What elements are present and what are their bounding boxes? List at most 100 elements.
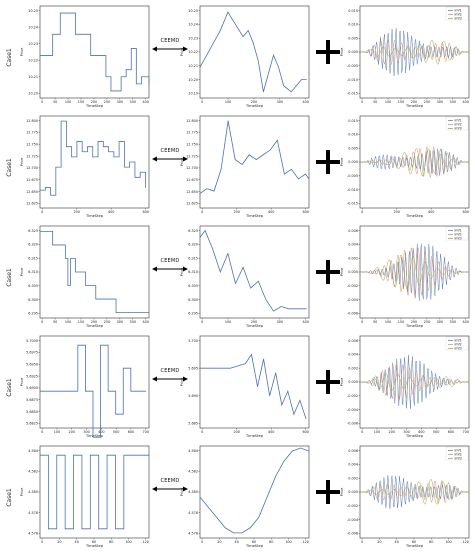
imfs-ytick-label: 0.006 (348, 229, 358, 233)
smooth-xtick-label: 0 (201, 320, 203, 324)
smooth-data-point (300, 447, 301, 449)
raw-data-point (77, 344, 79, 346)
smooth-data-point (227, 253, 229, 254)
smooth-data-point (258, 517, 259, 518)
imfs-ytick-label: 0.006 (348, 339, 358, 343)
imfs-ytick-label: -0.002 (347, 394, 358, 398)
smooth-series-line (199, 120, 310, 194)
raw-data-point (90, 454, 91, 456)
smooth-ytick-label: 4.578 (188, 511, 198, 515)
arrow-head-right (183, 156, 188, 162)
imfs-legend-label: imf2 (455, 343, 462, 347)
smooth-ylabel: Price (180, 157, 184, 167)
imfs-legend-label: imf1 (455, 449, 462, 453)
imfs-series-imf1 (360, 354, 469, 409)
raw-xlabel: TimeStep (85, 544, 104, 548)
raw-data-point (148, 454, 150, 456)
imfs-legend-label: imf3 (455, 237, 462, 241)
smooth-chart: 0 20 40 60 80 100 120 4.576 4.578 4.580 4.582 4.584… (180, 445, 310, 548)
plus-bar-vertical (326, 480, 330, 504)
row-label-text: Case1 (5, 157, 13, 177)
imfs-ylabel: Price (340, 377, 344, 387)
imfs-ytick-label: 0.000 (348, 380, 358, 384)
ceemd-label: CEEMD (160, 258, 180, 264)
smooth-data-point (305, 418, 307, 420)
raw-data-point (64, 528, 66, 530)
raw-ytick-label: 6.320 (28, 243, 38, 247)
figure-row: Case1 0 20 40 60 80 100 120 4.576 4.578 4.580 4.582… (0, 442, 475, 552)
imfs-chart-panel: 0 50 100 150 200 250 300 350 400 -0.015 -0.010 -0.0… (340, 2, 472, 108)
raw-data-point (71, 156, 72, 158)
raw-data-point (115, 528, 116, 530)
raw-ytick-label: 5.6925 (26, 374, 38, 378)
raw-ylabel: Price (20, 267, 24, 277)
imfs-xlabel: TimeStep (405, 434, 424, 438)
smooth-chart: 0 100 200 300 400 10.19 10.20 10.21 10.22 10.23 10… (180, 5, 310, 108)
imfs-xlabel: TimeStep (405, 544, 424, 548)
smooth-data-point (291, 168, 292, 170)
imfs-ytick-label: 0.004 (348, 463, 358, 467)
raw-xtick-label: 0 (41, 100, 43, 104)
smooth-data-point (308, 178, 310, 180)
smooth-ytick-label: 6.300 (188, 298, 198, 302)
imfs-xtick-label: 0 (361, 320, 363, 324)
plus-icon (316, 150, 340, 174)
imfs-ytick-label: 0.000 (348, 490, 358, 494)
smooth-ytick-label: 10.19 (188, 92, 198, 96)
ceemd-label: CEEMD (160, 478, 180, 484)
smooth-data-point (220, 168, 222, 170)
smooth-data-point (208, 507, 209, 508)
smooth-data-point (296, 308, 297, 310)
raw-ytick-label: 12.775 (26, 131, 38, 135)
row-label-text: Case1 (5, 487, 13, 507)
raw-chart: 0 20 40 60 80 100 120 4.576 4.578 4.580 4.582 4.584… (20, 445, 150, 548)
raw-data-point (95, 298, 97, 300)
smooth-data-point (213, 190, 215, 192)
raw-data-point (148, 83, 150, 85)
smooth-ytick-label: 10.23 (188, 36, 198, 40)
raw-xtick-label: 300 (83, 430, 89, 434)
arrow-head-left (152, 266, 157, 272)
arrow-head-left (152, 156, 157, 162)
raw-frame (39, 445, 150, 539)
smooth-data-point (278, 67, 279, 68)
raw-ylabel: Price (20, 377, 24, 387)
imfs-ytick-label: 0.002 (348, 476, 358, 480)
raw-data-point (81, 528, 83, 530)
raw-data-point (113, 156, 115, 158)
imfs-xtick-label: 0 (361, 540, 363, 544)
smooth-data-point (199, 67, 201, 68)
smooth-ytick-label: 12.650 (186, 190, 198, 194)
double-arrow-icon (152, 266, 188, 272)
double-arrow-icon (152, 156, 188, 162)
imfs-xtick-label: 500 (433, 430, 439, 434)
raw-ytick-label: 4.582 (28, 470, 38, 474)
smooth-data-point (252, 42, 254, 44)
raw-xtick-label: 400 (142, 100, 148, 104)
imfs-ytick-label: 0.004 (348, 353, 358, 357)
plus-icon (316, 480, 340, 504)
smooth-xtick-label: 400 (268, 210, 274, 214)
smooth-ytick-label: 12.700 (186, 166, 198, 170)
arrow-head-right (183, 266, 188, 272)
raw-series-line (40, 454, 149, 530)
smooth-series-line (199, 11, 307, 93)
imfs-xtick-label: 400 (462, 100, 468, 104)
imfs-series-imf3 (360, 147, 469, 177)
smooth-data-point (216, 517, 218, 518)
raw-data-point (138, 390, 139, 392)
smooth-ylabel: Price (180, 47, 184, 57)
raw-data-point (66, 146, 67, 147)
smooth-chart: 0 200 400 600 12.625 12.650 12.675 12.700 12.725… (180, 115, 310, 218)
smooth-xtick-label: 300 (277, 320, 283, 324)
imfs-legend-label: imf3 (455, 347, 462, 351)
imfs-xtick-label: 600 (462, 210, 468, 214)
raw-data-point (128, 312, 130, 313)
raw-data-point (136, 83, 137, 85)
smooth-ytick-label: 6.315 (188, 256, 198, 260)
imfs-legend-label: imf3 (455, 17, 462, 21)
raw-data-point (125, 69, 127, 70)
imfs-legend-label: imf1 (455, 229, 462, 233)
